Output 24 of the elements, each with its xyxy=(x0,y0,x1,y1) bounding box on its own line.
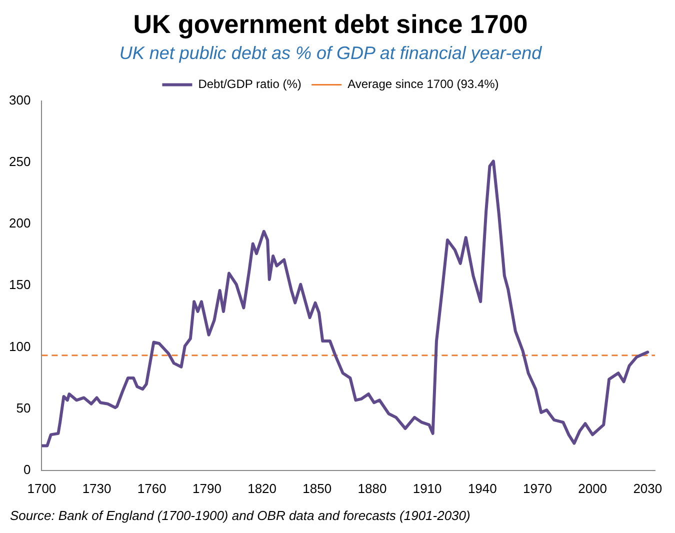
x-tick-label: 1910 xyxy=(412,480,442,496)
x-tick-label: 2030 xyxy=(633,480,662,496)
y-tick-label: 0 xyxy=(23,462,31,477)
y-tick-label: 250 xyxy=(8,154,31,169)
x-tick-label: 1700 xyxy=(27,480,56,496)
x-tick-label: 1880 xyxy=(358,480,387,496)
x-tick-label: 1820 xyxy=(248,480,276,496)
source-note: Source: Bank of England (1700-1900) and OBR data and forecasts (1901-2030) xyxy=(10,508,472,523)
x-tick-label: 1850 xyxy=(302,480,332,496)
x-tick-label: 1940 xyxy=(468,480,497,496)
legend-label: Debt/GDP ratio (%) xyxy=(198,77,302,92)
x-tick-label: 1730 xyxy=(82,480,112,496)
legend-label: Average since 1700 (93.4%) xyxy=(348,77,499,92)
y-tick-label: 150 xyxy=(8,277,31,292)
x-tick-label: 1790 xyxy=(192,480,222,496)
y-tick-label: 300 xyxy=(8,92,31,108)
y-tick-label: 200 xyxy=(8,216,31,231)
x-tick-label: 1970 xyxy=(523,480,552,496)
x-tick-label: 2000 xyxy=(578,480,608,496)
y-tick-label: 100 xyxy=(8,338,31,354)
x-tick-label: 1760 xyxy=(137,480,166,496)
chart-subtitle: UK net public debt as % of GDP at financial year-end xyxy=(119,43,543,63)
chart-title: UK government debt since 1700 xyxy=(133,8,528,39)
y-tick-label: 50 xyxy=(16,400,31,416)
